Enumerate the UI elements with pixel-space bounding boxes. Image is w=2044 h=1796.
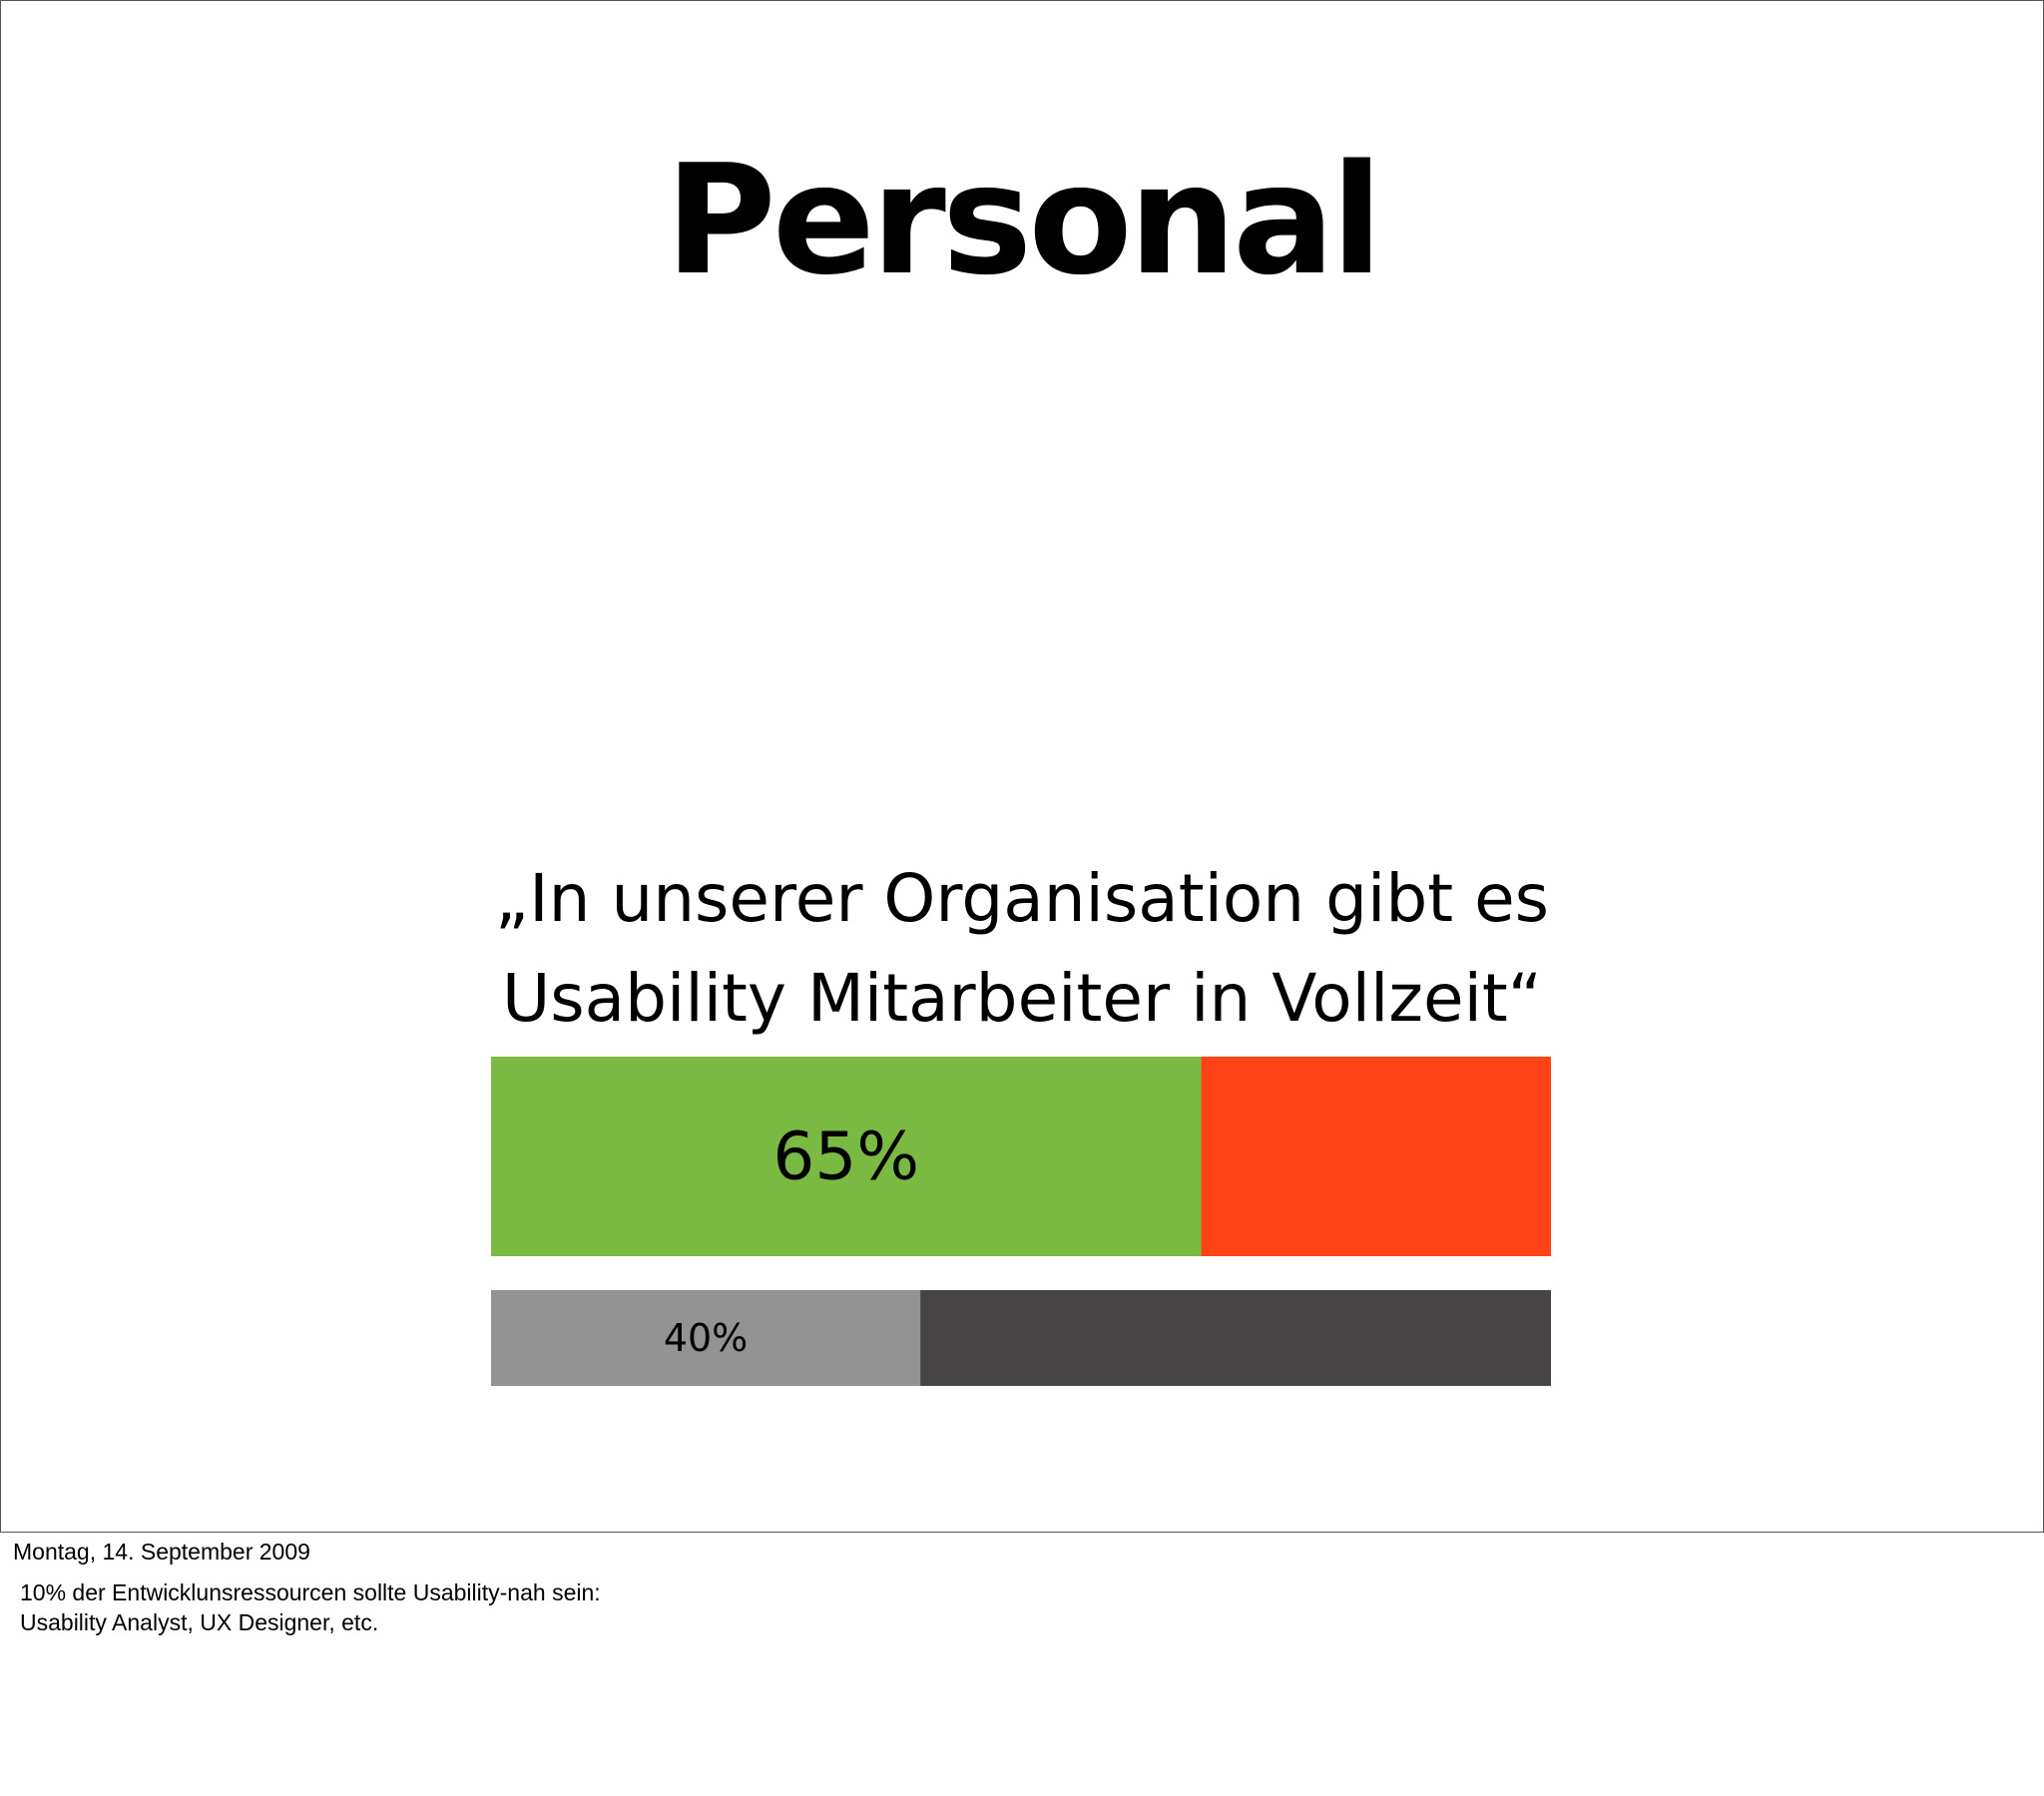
notes-body: 10% der Entwicklunsressourcen sollte Usa… [13, 1577, 601, 1637]
bar-1-segment-1 [491, 1057, 1202, 1256]
bar-2-label: 40% [664, 1316, 748, 1360]
slide: Personal „In unserer Organisation gibt e… [0, 0, 2044, 1533]
slide-title: Personal [665, 132, 1382, 308]
notes-line-1: 10% der Entwicklunsressourcen sollte Usa… [20, 1579, 601, 1605]
survey-question-line-1: „In unserer Organisation gibt es [494, 860, 1550, 937]
bar-2-segment-1 [491, 1290, 921, 1386]
bar-1-segment-2 [1201, 1057, 1551, 1256]
survey-question-line-2: Usability Mitarbeiter in Vollzeit“ [501, 960, 1542, 1037]
bar-2-segment-2 [920, 1290, 1551, 1386]
survey-question: „In unserer Organisation gibt es Usabili… [1, 849, 2043, 1049]
bar-1-label: 65% [772, 1119, 919, 1195]
stacked-bar-chart: 65% 40% [491, 1057, 1551, 1386]
speaker-notes: Montag, 14. September 2009 10% der Entwi… [13, 1536, 601, 1637]
notes-date: Montag, 14. September 2009 [13, 1539, 310, 1565]
notes-line-2: Usability Analyst, UX Designer, etc. [20, 1609, 379, 1635]
